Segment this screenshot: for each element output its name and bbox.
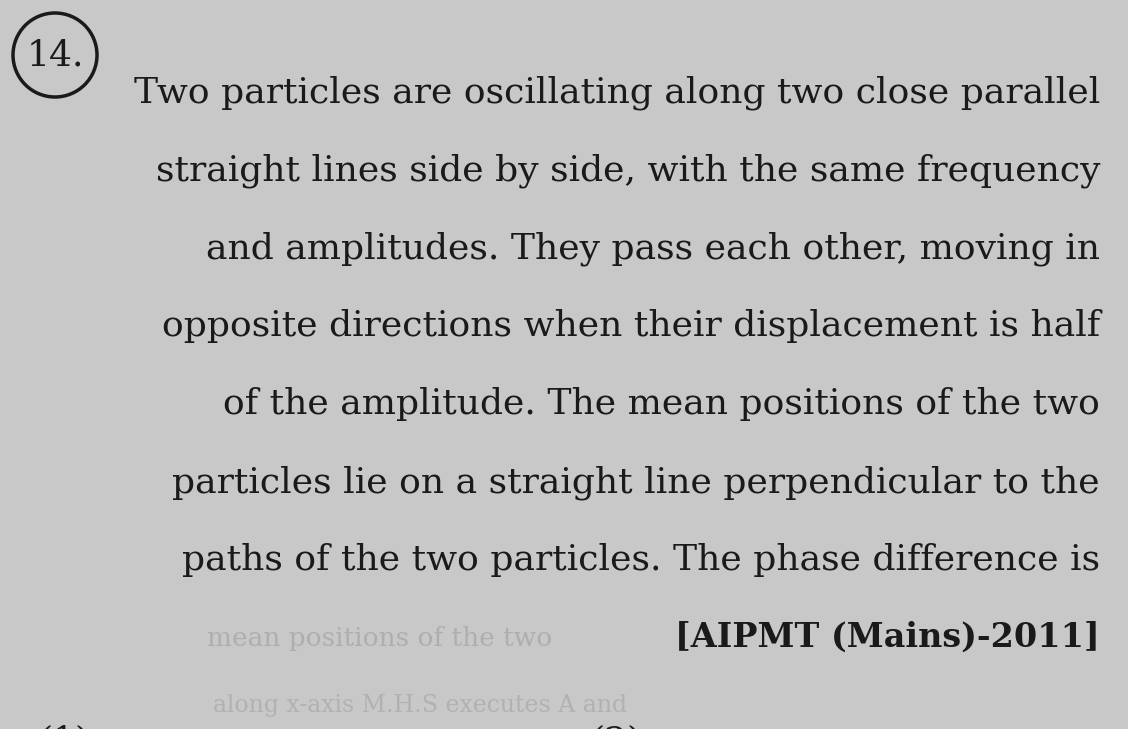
Text: [AIPMT (Mains)-2011]: [AIPMT (Mains)-2011] xyxy=(676,621,1100,654)
Text: Two particles are oscillating along two close parallel: Two particles are oscillating along two … xyxy=(133,75,1100,109)
Text: (1): (1) xyxy=(38,724,89,729)
Text: opposite directions when their displacement is half: opposite directions when their displacem… xyxy=(161,309,1100,343)
Text: 14.: 14. xyxy=(26,38,83,72)
Text: along x-axis M.H.S executes A and: along x-axis M.H.S executes A and xyxy=(213,694,627,717)
Text: straight lines side by side, with the same frequency: straight lines side by side, with the sa… xyxy=(156,153,1100,187)
Text: (2): (2) xyxy=(590,724,641,729)
Text: π: π xyxy=(706,724,733,729)
Text: π: π xyxy=(120,724,149,729)
Text: particles lie on a straight line perpendicular to the: particles lie on a straight line perpend… xyxy=(173,465,1100,499)
Text: mean positions of the two: mean positions of the two xyxy=(208,626,553,651)
Text: and amplitudes. They pass each other, moving in: and amplitudes. They pass each other, mo… xyxy=(206,231,1100,265)
Text: of the amplitude. The mean positions of the two: of the amplitude. The mean positions of … xyxy=(223,387,1100,421)
Text: paths of the two particles. The phase difference is: paths of the two particles. The phase di… xyxy=(182,543,1100,577)
